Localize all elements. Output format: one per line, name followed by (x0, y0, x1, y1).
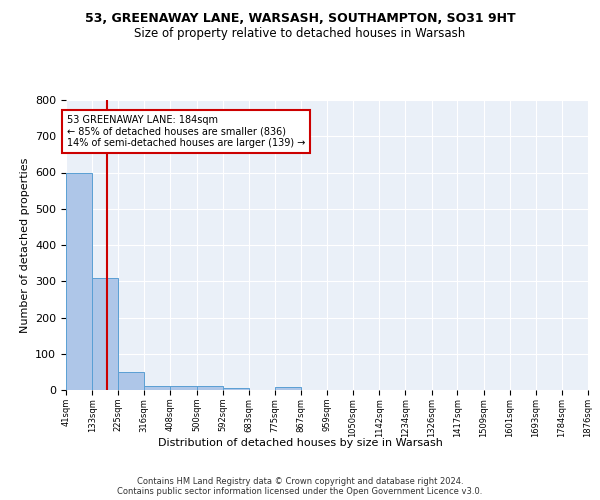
Bar (197, 386, 223, 390)
Y-axis label: Number of detached properties: Number of detached properties (20, 158, 29, 332)
Bar (275, 387, 301, 390)
Text: 53, GREENAWAY LANE, WARSASH, SOUTHAMPTON, SO31 9HT: 53, GREENAWAY LANE, WARSASH, SOUTHAMPTON… (85, 12, 515, 26)
Bar (223, 388, 248, 390)
Bar (144, 386, 170, 390)
Bar (170, 386, 197, 390)
Text: Distribution of detached houses by size in Warsash: Distribution of detached houses by size … (158, 438, 442, 448)
Bar (66, 172, 92, 390)
Bar (118, 372, 144, 390)
Text: Contains public sector information licensed under the Open Government Licence v3: Contains public sector information licen… (118, 486, 482, 496)
Text: Size of property relative to detached houses in Warsash: Size of property relative to detached ho… (134, 28, 466, 40)
Bar (92, 278, 118, 390)
Text: 53 GREENAWAY LANE: 184sqm
← 85% of detached houses are smaller (836)
14% of semi: 53 GREENAWAY LANE: 184sqm ← 85% of detac… (67, 114, 305, 148)
Text: Contains HM Land Registry data © Crown copyright and database right 2024.: Contains HM Land Registry data © Crown c… (137, 476, 463, 486)
